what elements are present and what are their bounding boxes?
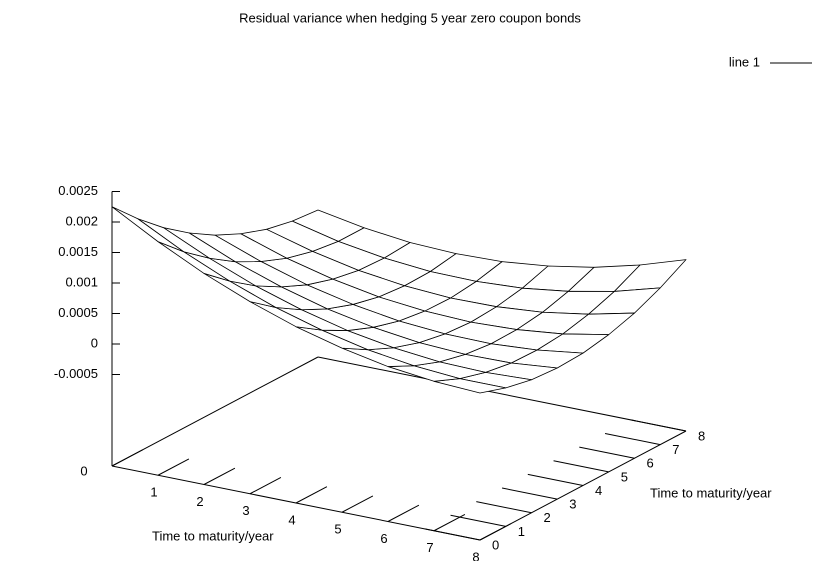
x-tick-label: 3 xyxy=(242,503,249,518)
x-tick-label: 8 xyxy=(472,549,479,561)
y-tick-label: 1 xyxy=(518,524,525,539)
x-tick xyxy=(249,476,282,495)
y-tick-label: 4 xyxy=(595,483,602,498)
x-tick-label: 4 xyxy=(288,512,295,527)
y-tick xyxy=(450,514,506,527)
legend-label: line 1 xyxy=(729,54,760,69)
y-axis-label: Time to maturity/year xyxy=(650,485,772,500)
x-tick-label: 5 xyxy=(334,522,341,537)
z-tick-label: 0 xyxy=(91,335,98,350)
z-tick-label: -0.0005 xyxy=(54,366,98,381)
x-tick xyxy=(157,458,190,476)
surface-cell xyxy=(111,206,185,253)
y-tick xyxy=(501,487,558,500)
z-tick-label: 0.001 xyxy=(65,274,98,289)
x-tick-label: 1 xyxy=(150,485,157,500)
y-tick-label: 6 xyxy=(647,456,654,471)
y-tick-label: 2 xyxy=(544,510,551,525)
x-tick xyxy=(341,495,374,513)
y-tick xyxy=(630,419,687,432)
z-tick-label: 0.0015 xyxy=(58,244,98,259)
x-tick xyxy=(111,449,144,467)
x-tick-label: 2 xyxy=(196,494,203,509)
x-axis-label: Time to maturity/year xyxy=(152,528,274,543)
y-tick xyxy=(579,446,635,459)
y-tick xyxy=(527,473,584,486)
x-tick-label: 0 xyxy=(80,463,87,478)
y-tick-label: 3 xyxy=(569,497,576,512)
z-tick-label: 0.0005 xyxy=(58,305,98,320)
y-tick-label: 0 xyxy=(492,537,499,552)
floor-edge xyxy=(111,356,319,467)
x-tick-label: 7 xyxy=(426,540,433,555)
y-tick xyxy=(604,433,661,446)
chart-title: Residual variance when hedging 5 year ze… xyxy=(239,10,581,25)
y-tick xyxy=(476,501,532,514)
y-tick xyxy=(424,528,481,541)
x-tick-label: 6 xyxy=(380,531,387,546)
x-tick xyxy=(203,467,236,485)
y-tick-label: 8 xyxy=(698,428,705,443)
x-tick xyxy=(387,504,420,522)
floor-edge xyxy=(317,356,687,432)
y-tick-label: 7 xyxy=(672,442,679,457)
y-tick-label: 5 xyxy=(621,469,628,484)
z-tick-label: 0.0025 xyxy=(58,183,98,198)
z-tick-label: 0.002 xyxy=(65,213,98,228)
y-tick xyxy=(553,460,609,473)
x-tick xyxy=(295,486,328,504)
